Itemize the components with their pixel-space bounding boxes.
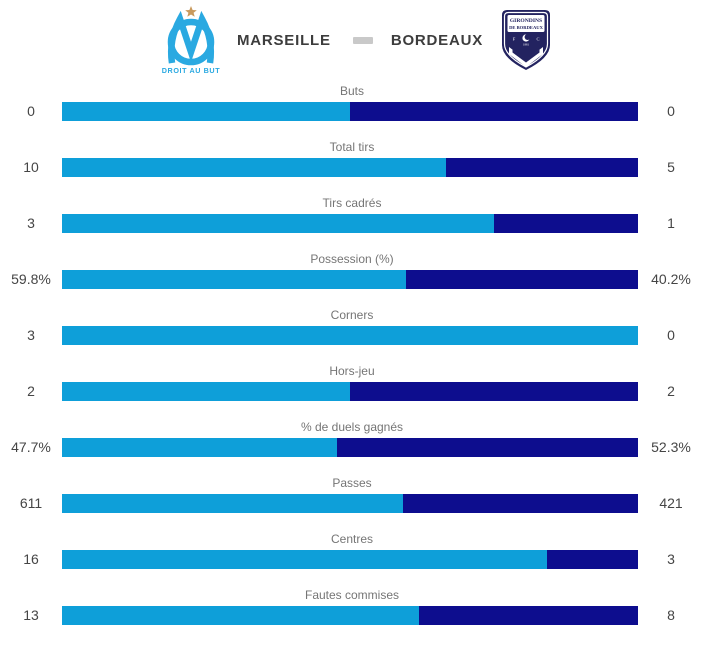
stat-label: Passes	[332, 476, 372, 490]
home-value: 3	[27, 327, 35, 343]
stat-bar	[62, 382, 638, 401]
stat-row: Total tirs 10 5	[0, 137, 704, 193]
stat-bar-line: 611 421	[0, 494, 704, 513]
stat-label: Possession (%)	[310, 252, 394, 266]
home-value: 16	[23, 551, 39, 567]
stat-bar	[62, 606, 638, 625]
stat-bar-line: 47.7% 52.3%	[0, 438, 704, 457]
stat-row: Corners 3 0	[0, 305, 704, 361]
stat-label: Hors-jeu	[329, 364, 375, 378]
home-bar-segment	[62, 270, 407, 289]
stat-label: Buts	[339, 84, 364, 98]
om-crest-icon: DROIT AU BUT	[162, 6, 220, 75]
home-bar-segment	[62, 158, 447, 177]
stat-bar-line: 3 1	[0, 214, 704, 233]
stat-bar	[62, 270, 638, 289]
stat-bar-line: 3 0	[0, 326, 704, 345]
away-bar-segment	[494, 214, 638, 233]
vs-separator-icon	[352, 36, 373, 44]
stat-bar-line: 59.8% 40.2%	[0, 270, 704, 289]
stat-row: Buts 0 0	[0, 81, 704, 137]
away-value: 2	[667, 383, 675, 399]
away-bar-segment	[350, 382, 638, 401]
stat-row: Possession (%) 59.8% 40.2%	[0, 249, 704, 305]
girondins-text-line1: GIRONDINS	[510, 18, 542, 24]
home-bar-segment	[62, 550, 547, 569]
away-bar-segment	[546, 550, 638, 569]
girondins-text-line2: DE BORDEAUX	[509, 25, 544, 30]
stats-list: Buts 0 0 Total tirs 10 5 Tirs cadrés 3	[0, 80, 704, 641]
bordeaux-logo: GIRONDINS DE BORDEAUX F C 1881	[501, 9, 551, 71]
home-bar-segment	[62, 606, 419, 625]
stat-bar	[62, 326, 638, 345]
stat-bar-line: 0 0	[0, 102, 704, 121]
stat-row: Passes 611 421	[0, 473, 704, 529]
match-header: DROIT AU BUT MARSEILLE BORDEAUX GIRONDIN…	[0, 0, 704, 80]
stat-bar	[62, 494, 638, 513]
home-bar-segment	[62, 382, 350, 401]
away-value: 40.2%	[651, 271, 691, 287]
stat-label: Tirs cadrés	[322, 196, 382, 210]
home-value: 13	[23, 607, 39, 623]
stat-label: Centres	[330, 532, 374, 546]
away-value: 421	[659, 495, 683, 511]
home-bar-segment	[62, 102, 350, 121]
stat-label: Corners	[330, 308, 374, 322]
stat-row: Hors-jeu 2 2	[0, 361, 704, 417]
away-value: 0	[667, 103, 675, 119]
home-value: 59.8%	[11, 271, 51, 287]
away-value: 8	[667, 607, 675, 623]
stat-bar	[62, 438, 638, 457]
away-value: 52.3%	[651, 439, 691, 455]
away-team-name: BORDEAUX	[390, 31, 484, 49]
stat-row: Fautes commises 13 8	[0, 585, 704, 641]
away-bar-segment	[402, 494, 638, 513]
om-star-icon	[185, 6, 197, 17]
om-motto-text: DROIT AU BUT	[162, 66, 220, 75]
away-bar-segment	[336, 438, 638, 457]
girondins-crest-icon: GIRONDINS DE BORDEAUX F C 1881	[502, 10, 551, 70]
away-bar-segment	[446, 158, 638, 177]
home-bar-segment	[62, 326, 638, 345]
home-value: 611	[19, 495, 43, 511]
stat-bar-line: 10 5	[0, 158, 704, 177]
away-bar-segment	[406, 270, 638, 289]
home-bar-segment	[62, 214, 494, 233]
away-value: 1	[667, 215, 675, 231]
stat-bar-line: 16 3	[0, 550, 704, 569]
stat-bar	[62, 102, 638, 121]
away-value: 5	[667, 159, 675, 175]
home-value: 3	[27, 215, 35, 231]
crest-letter-c: C	[537, 37, 540, 42]
stat-row: Centres 16 3	[0, 529, 704, 585]
crest-letter-f: F	[513, 37, 516, 42]
home-value: 2	[27, 383, 35, 399]
stat-row: Tirs cadrés 3 1	[0, 193, 704, 249]
stat-bar	[62, 158, 638, 177]
away-bar-segment	[350, 102, 638, 121]
away-value: 0	[667, 327, 675, 343]
marseille-logo: DROIT AU BUT	[153, 5, 229, 75]
stat-label: Fautes commises	[304, 588, 400, 602]
away-value: 3	[667, 551, 675, 567]
home-bar-segment	[62, 494, 403, 513]
home-value: 47.7%	[11, 439, 51, 455]
home-bar-segment	[62, 438, 337, 457]
stat-bar	[62, 214, 638, 233]
away-bar-segment	[418, 606, 638, 625]
home-value: 10	[23, 159, 39, 175]
stat-label: Total tirs	[329, 140, 375, 154]
crest-year: 1881	[523, 43, 530, 47]
stat-bar-line: 13 8	[0, 606, 704, 625]
stat-label: % de duels gagnés	[300, 420, 404, 434]
stat-bar-line: 2 2	[0, 382, 704, 401]
home-value: 0	[27, 103, 35, 119]
stat-row: % de duels gagnés 47.7% 52.3%	[0, 417, 704, 473]
home-team-name: MARSEILLE	[236, 31, 331, 49]
stat-bar	[62, 550, 638, 569]
